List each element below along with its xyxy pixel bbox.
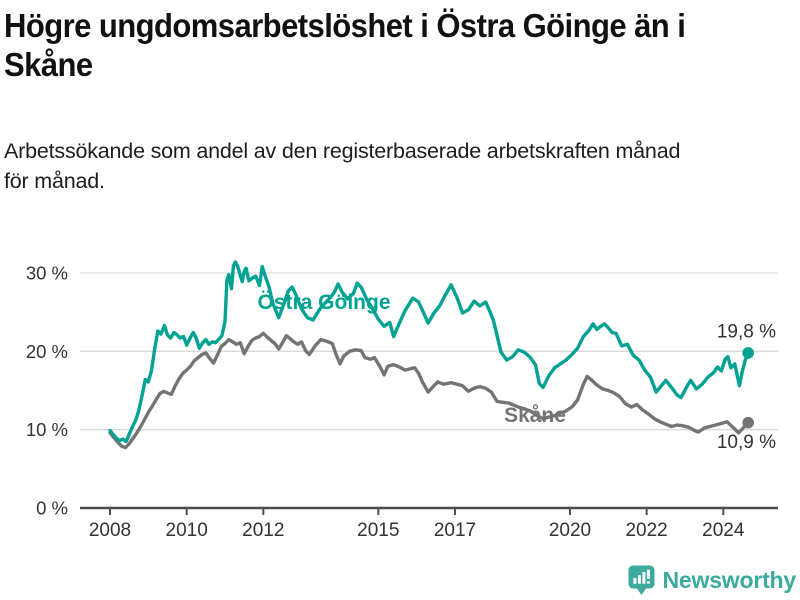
page-title-line-2: Skåne (4, 46, 93, 83)
series-line-sk-ne (108, 331, 750, 450)
series-line-stra-g-inge (108, 260, 750, 444)
page-title: Högre ungdomsarbetslöshet i Östra Göinge… (4, 6, 800, 84)
chart-subtitle-line-1: Arbetssökande som andel av den registerb… (4, 139, 681, 163)
x-tick-label-2008: 2008 (89, 520, 131, 541)
series-label-stra-g-inge: Östra Göinge (257, 291, 390, 314)
brand-name: Newsworthy (662, 567, 797, 593)
end-value-label-stra-g-inge: 19,8 % (717, 322, 776, 343)
x-tick-label-2015: 2015 (357, 520, 399, 541)
series-end-dot-stra-g-inge (742, 347, 754, 359)
x-tick-label-2010: 2010 (166, 520, 208, 541)
x-tick-label-2017: 2017 (434, 520, 476, 541)
series-label-sk-ne: Skåne (504, 404, 566, 427)
y-tick-label-10: 10 % (26, 419, 68, 440)
x-tick-label-2024: 2024 (702, 520, 745, 541)
brand-footer: Newsworthy (628, 565, 796, 596)
end-value-label-sk-ne: 10,9 % (717, 432, 776, 453)
y-tick-label-0: 0 % (36, 498, 68, 519)
series-end-dot-sk-ne (742, 416, 754, 429)
x-tick-label-2022: 2022 (625, 520, 667, 541)
page-title-line-1: Högre ungdomsarbetslöshet i Östra Göinge… (4, 7, 686, 44)
y-tick-label-30: 30 % (26, 263, 68, 284)
chart-subtitle-line-2: för månad. (4, 169, 105, 193)
y-tick-label-20: 20 % (26, 341, 68, 362)
x-tick-label-2012: 2012 (242, 520, 284, 541)
chart-subtitle: Arbetssökande som andel av den registerb… (4, 136, 680, 196)
newsworthy-logo-icon (628, 565, 655, 595)
x-tick-label-2020: 2020 (549, 520, 591, 541)
